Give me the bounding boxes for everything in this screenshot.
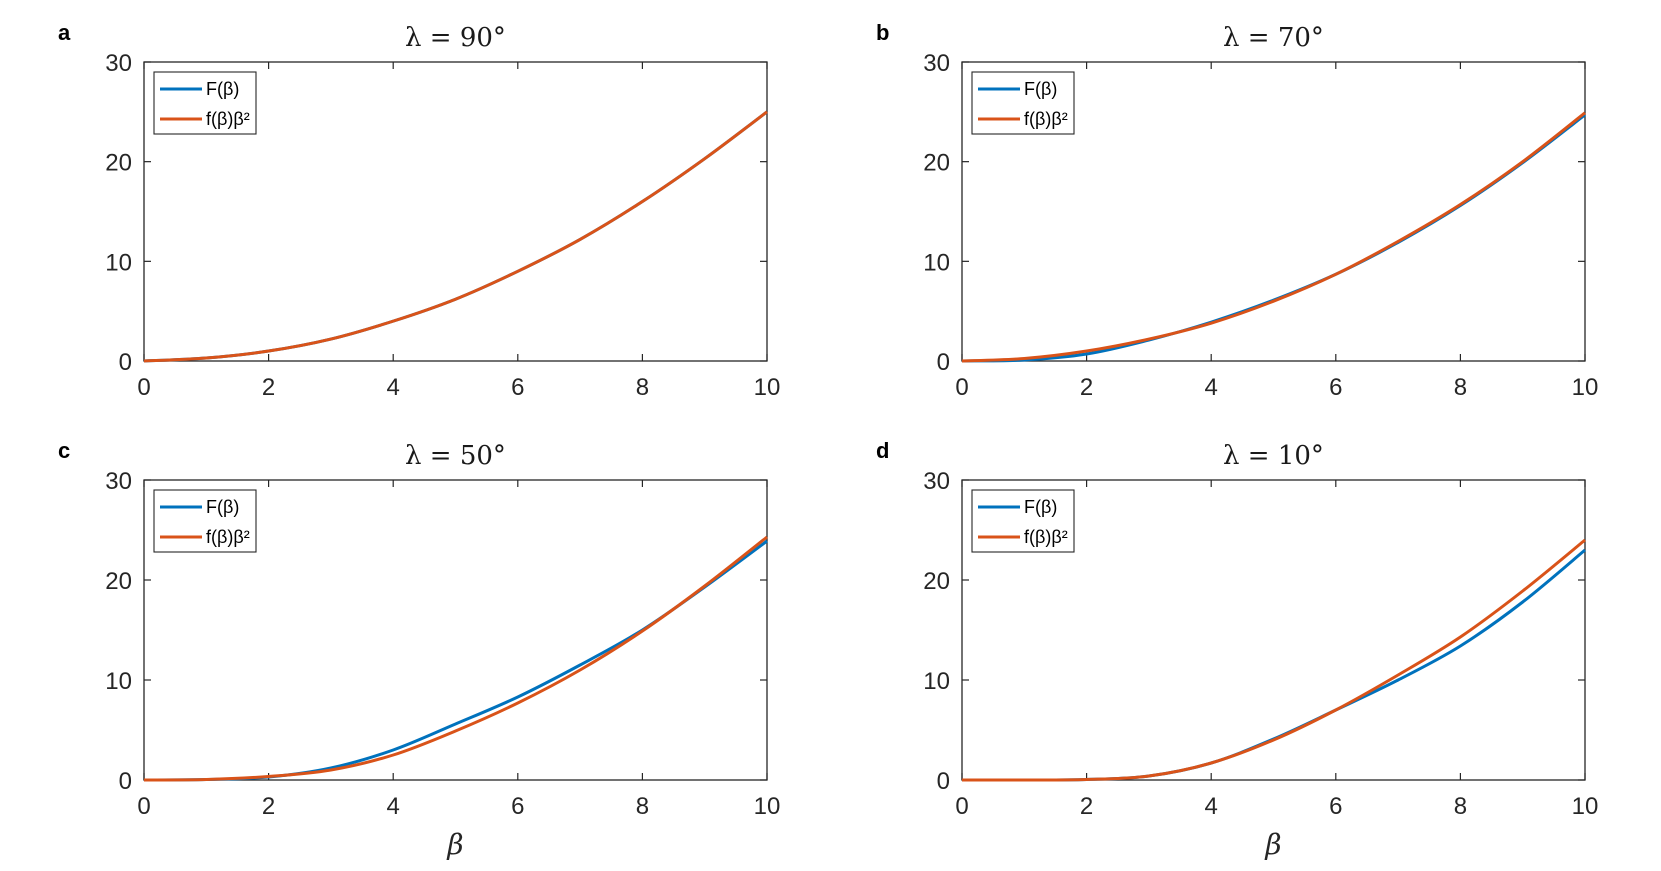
x-tick-label: 0 (955, 374, 968, 401)
panel-letter: b (876, 20, 889, 45)
chart-title: λ = 90° (405, 23, 506, 53)
x-tick-label: 0 (137, 793, 150, 820)
x-tick-label: 2 (262, 793, 275, 820)
x-tick-label: 10 (754, 793, 781, 820)
x-tick-label: 4 (1205, 793, 1218, 820)
series-line-f (961, 111, 1586, 363)
panel-letter: a (58, 20, 71, 45)
y-tick-label: 10 (923, 249, 950, 276)
y-tick-label: 20 (923, 568, 950, 595)
y-tick-label: 0 (937, 349, 950, 376)
legend-box (153, 489, 257, 553)
y-tick-label: 20 (105, 150, 132, 177)
y-tick-label: 30 (105, 468, 132, 495)
panel-d: d λ = 10° 0 2 4 6 8 10 0 10 20 30 β F(β) f(β)β² (876, 438, 1598, 861)
panel-letter: d (876, 438, 889, 463)
y-tick-label: 10 (105, 668, 132, 695)
panel-c: c λ = 50° 0 2 4 6 8 10 0 10 20 30 β F(β) f(β)β² (58, 438, 780, 861)
x-tick-label: 10 (1572, 793, 1599, 820)
x-axis-label: β (1264, 828, 1281, 861)
legend: F(β) f(β)β² (153, 71, 257, 135)
x-tick-label: 8 (636, 374, 649, 401)
x-tick-label: 10 (754, 374, 781, 401)
legend-box (153, 71, 257, 135)
y-tick-label: 0 (937, 768, 950, 795)
panel-letter: c (58, 438, 70, 463)
panel-a: a λ = 90° 0 2 4 6 8 10 0 10 20 30 F(β) f(β)β² (58, 20, 780, 401)
chart-title: λ = 70° (1223, 23, 1324, 53)
legend-label: f(β)β² (206, 527, 250, 547)
legend: F(β) f(β)β² (153, 489, 257, 553)
x-tick-label: 8 (1454, 793, 1467, 820)
legend-label: f(β)β² (1024, 109, 1068, 129)
y-tick-label: 30 (105, 50, 132, 77)
x-tick-label: 2 (1080, 793, 1093, 820)
y-tick-label: 0 (119, 768, 132, 795)
y-tick-label: 10 (105, 249, 132, 276)
x-tick-label: 2 (262, 374, 275, 401)
legend-label: F(β) (1024, 79, 1057, 99)
legend-label: f(β)β² (206, 109, 250, 129)
series-line-f (143, 535, 768, 782)
x-tick-label: 6 (511, 374, 524, 401)
x-tick-label: 4 (387, 374, 400, 401)
legend: F(β) f(β)β² (971, 489, 1075, 553)
y-tick-label: 10 (923, 668, 950, 695)
legend-box (971, 71, 1075, 135)
x-tick-label: 6 (1329, 374, 1342, 401)
x-tick-label: 8 (636, 793, 649, 820)
legend-label: F(β) (206, 497, 239, 517)
y-tick-label: 20 (105, 568, 132, 595)
panel-b: b λ = 70° 0 2 4 6 8 10 0 10 20 30 F(β) f(β)β² (876, 20, 1598, 401)
chart-title: λ = 50° (405, 441, 506, 471)
chart-title: λ = 10° (1223, 441, 1324, 471)
x-tick-label: 4 (387, 793, 400, 820)
x-tick-label: 4 (1205, 374, 1218, 401)
legend-label: F(β) (206, 79, 239, 99)
x-tick-label: 0 (955, 793, 968, 820)
x-tick-label: 10 (1572, 374, 1599, 401)
x-tick-label: 8 (1454, 374, 1467, 401)
x-tick-label: 6 (511, 793, 524, 820)
x-axis-label: β (446, 828, 463, 861)
series-line-f (143, 110, 768, 363)
legend-label: F(β) (1024, 497, 1057, 517)
y-tick-label: 30 (923, 50, 950, 77)
legend-label: f(β)β² (1024, 527, 1068, 547)
y-tick-label: 0 (119, 349, 132, 376)
y-tick-label: 30 (923, 468, 950, 495)
x-tick-label: 6 (1329, 793, 1342, 820)
legend: F(β) f(β)β² (971, 71, 1075, 135)
y-tick-label: 20 (923, 150, 950, 177)
legend-box (971, 489, 1075, 553)
series-line-f (961, 538, 1586, 782)
x-tick-label: 2 (1080, 374, 1093, 401)
x-tick-label: 0 (137, 374, 150, 401)
